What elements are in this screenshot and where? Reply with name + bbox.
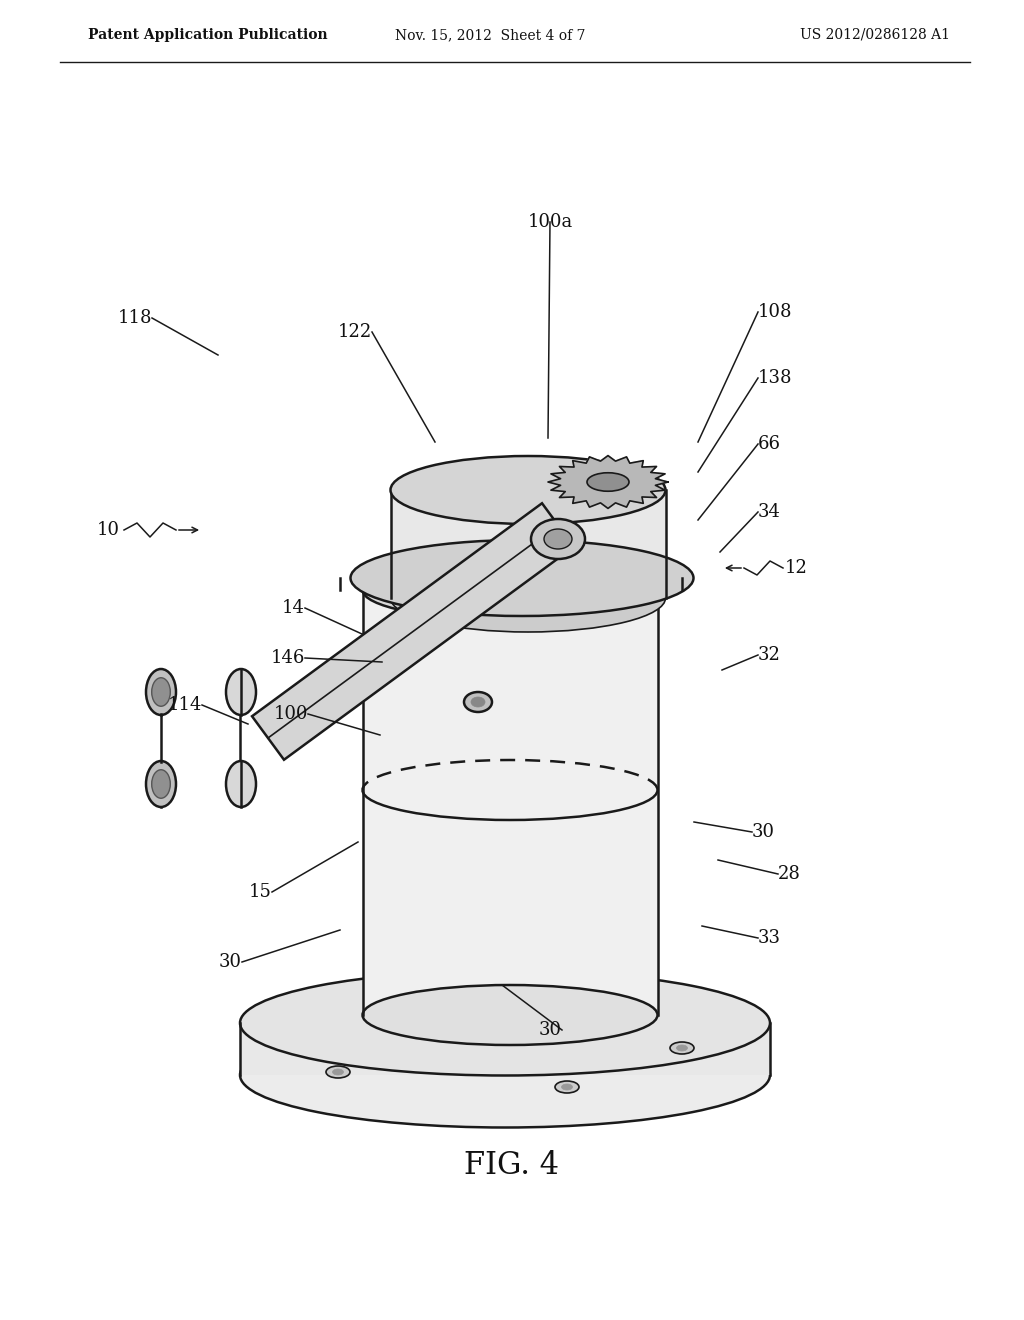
Text: 108: 108 <box>758 304 793 321</box>
Ellipse shape <box>333 1069 343 1074</box>
Text: 12: 12 <box>785 558 808 577</box>
Ellipse shape <box>146 669 176 715</box>
Polygon shape <box>252 503 574 760</box>
Ellipse shape <box>362 985 657 1045</box>
Ellipse shape <box>350 540 693 616</box>
Text: 15: 15 <box>249 883 272 902</box>
Ellipse shape <box>390 564 666 632</box>
Text: 146: 146 <box>270 649 305 667</box>
Text: 30: 30 <box>752 822 775 841</box>
Ellipse shape <box>362 560 657 620</box>
Text: FIG. 4: FIG. 4 <box>465 1150 559 1180</box>
Ellipse shape <box>146 762 176 807</box>
Ellipse shape <box>677 1045 687 1051</box>
Polygon shape <box>362 590 657 1015</box>
Text: 28: 28 <box>778 865 801 883</box>
Polygon shape <box>240 1023 770 1074</box>
Ellipse shape <box>471 697 485 708</box>
Ellipse shape <box>587 473 629 491</box>
Text: 138: 138 <box>758 370 793 387</box>
Ellipse shape <box>544 529 572 549</box>
Text: 32: 32 <box>758 645 781 664</box>
Text: 33: 33 <box>758 929 781 946</box>
Ellipse shape <box>152 770 170 799</box>
Text: 118: 118 <box>118 309 152 327</box>
Ellipse shape <box>555 1081 579 1093</box>
Ellipse shape <box>390 455 666 524</box>
Ellipse shape <box>152 677 170 706</box>
Ellipse shape <box>326 1067 350 1078</box>
Text: 122: 122 <box>338 323 372 341</box>
Ellipse shape <box>464 692 492 711</box>
Ellipse shape <box>240 970 770 1076</box>
Text: 34: 34 <box>758 503 781 521</box>
Ellipse shape <box>561 1084 572 1090</box>
Text: 30: 30 <box>539 1020 562 1039</box>
Text: Patent Application Publication: Patent Application Publication <box>88 28 328 42</box>
Text: 10: 10 <box>97 521 120 539</box>
Text: 100: 100 <box>273 705 308 723</box>
Text: 14: 14 <box>283 599 305 616</box>
Ellipse shape <box>670 1041 694 1053</box>
Text: 30: 30 <box>219 953 242 972</box>
Text: Nov. 15, 2012  Sheet 4 of 7: Nov. 15, 2012 Sheet 4 of 7 <box>394 28 586 42</box>
Polygon shape <box>390 490 666 598</box>
Ellipse shape <box>226 669 256 715</box>
Text: 66: 66 <box>758 436 781 453</box>
Ellipse shape <box>531 519 585 558</box>
Text: 114: 114 <box>168 696 202 714</box>
Text: 100a: 100a <box>527 213 572 231</box>
Text: US 2012/0286128 A1: US 2012/0286128 A1 <box>800 28 950 42</box>
Ellipse shape <box>240 1023 770 1127</box>
Ellipse shape <box>226 762 256 807</box>
Polygon shape <box>548 455 668 508</box>
